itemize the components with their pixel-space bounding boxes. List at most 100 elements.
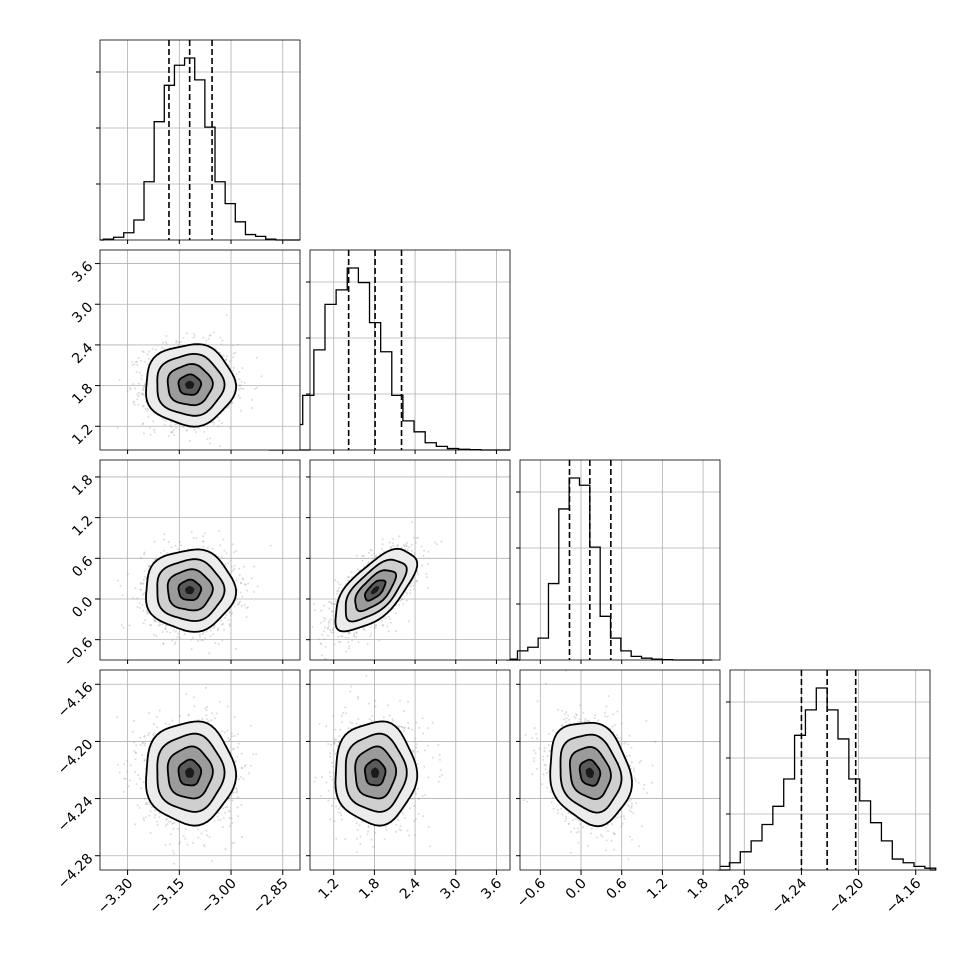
scatter-point xyxy=(225,358,228,361)
scatter-point xyxy=(327,601,330,604)
scatter-point xyxy=(123,763,125,766)
scatter-point xyxy=(250,398,253,401)
scatter-point xyxy=(141,583,144,585)
scatter-point xyxy=(225,314,228,317)
scatter-point xyxy=(138,602,141,605)
scatter-point xyxy=(211,547,214,550)
scatter-point xyxy=(413,551,416,554)
scatter-point xyxy=(242,387,245,390)
scatter-point xyxy=(141,393,144,396)
scatter-point xyxy=(118,771,121,774)
scatter-point xyxy=(409,589,412,592)
scatter-point xyxy=(402,602,405,605)
scatter-point xyxy=(337,590,340,593)
scatter-point xyxy=(380,548,383,551)
scatter-point xyxy=(269,544,272,547)
contour-line xyxy=(156,352,226,417)
scatter-point xyxy=(152,732,155,735)
scatter-point xyxy=(142,781,145,784)
scatter-point xyxy=(327,627,330,629)
scatter-point xyxy=(159,551,162,554)
scatter-point xyxy=(331,629,334,632)
scatter-point xyxy=(243,603,246,606)
hist-panel-0 xyxy=(96,39,301,241)
scatter-point xyxy=(171,822,174,825)
scatter-point xyxy=(381,619,383,622)
scatter-point xyxy=(301,660,303,662)
panel-frame xyxy=(99,459,301,661)
scatter-point xyxy=(129,388,132,391)
scatter-point xyxy=(425,573,428,576)
scatter-point xyxy=(169,833,172,836)
scatter-point xyxy=(239,384,242,387)
scatter-point xyxy=(164,824,167,827)
scatter-point xyxy=(146,353,149,356)
scatter-point xyxy=(154,813,157,816)
scatter-point xyxy=(131,360,133,363)
scatter-point xyxy=(137,382,140,385)
scatter-point xyxy=(410,550,413,552)
scatter-point xyxy=(337,640,340,643)
scatter-point xyxy=(256,356,258,359)
scatter-point xyxy=(190,638,193,641)
scatter-point xyxy=(140,377,143,380)
scatter-point xyxy=(144,742,147,745)
panel-frame xyxy=(309,249,511,451)
scatter-point xyxy=(209,635,212,638)
scatter-point xyxy=(367,561,370,564)
scatter-point xyxy=(134,360,137,363)
scatter-point xyxy=(339,641,342,643)
scatter-point xyxy=(139,606,142,609)
scatter-point xyxy=(182,425,185,428)
scatter-point xyxy=(162,417,164,420)
scatter-panel-2-1 xyxy=(301,459,511,662)
scatter-point xyxy=(116,579,119,582)
scatter-point xyxy=(216,629,219,632)
scatter-point xyxy=(141,423,144,426)
scatter-point xyxy=(192,537,195,539)
scatter-point xyxy=(236,755,239,758)
scatter-point xyxy=(137,391,140,394)
scatter-point xyxy=(239,591,242,594)
scatter-point xyxy=(142,394,145,397)
scatter-point xyxy=(243,565,246,568)
scatter-point xyxy=(212,421,215,424)
scatter-point xyxy=(141,392,144,395)
scatter-point xyxy=(357,641,360,644)
scatter-point xyxy=(363,565,365,568)
scatter-point xyxy=(230,794,233,797)
scatter-point xyxy=(231,612,233,615)
scatter-point xyxy=(139,588,142,591)
scatter-point xyxy=(244,583,247,586)
scatter-point xyxy=(427,562,429,565)
contour-line xyxy=(344,558,408,623)
scatter-point xyxy=(204,707,207,710)
scatter-point xyxy=(185,693,188,695)
scatter-point xyxy=(238,394,240,397)
scatter-point xyxy=(369,635,372,638)
scatter-point xyxy=(136,606,139,608)
scatter-point xyxy=(218,529,221,532)
scatter-point xyxy=(231,799,234,802)
scatter-point xyxy=(132,719,135,722)
scatter-point xyxy=(235,373,238,376)
scatter-point xyxy=(143,551,146,554)
scatter-point xyxy=(179,714,182,717)
scatter-point xyxy=(205,709,208,712)
scatter-point xyxy=(227,737,230,740)
scatter-point xyxy=(414,553,416,556)
contour-line xyxy=(363,579,387,602)
scatter-point xyxy=(163,549,166,552)
scatter-point xyxy=(177,632,180,635)
scatter-point xyxy=(240,387,243,390)
scatter-point xyxy=(219,445,222,447)
scatter-point xyxy=(255,386,258,389)
scatter-point xyxy=(361,559,364,562)
scatter-point xyxy=(146,363,149,366)
scatter-point xyxy=(150,624,152,627)
scatter-point xyxy=(167,541,170,543)
scatter-point xyxy=(170,546,173,549)
scatter-point xyxy=(366,642,369,645)
scatter-point xyxy=(347,632,350,635)
scatter-point xyxy=(229,360,231,363)
